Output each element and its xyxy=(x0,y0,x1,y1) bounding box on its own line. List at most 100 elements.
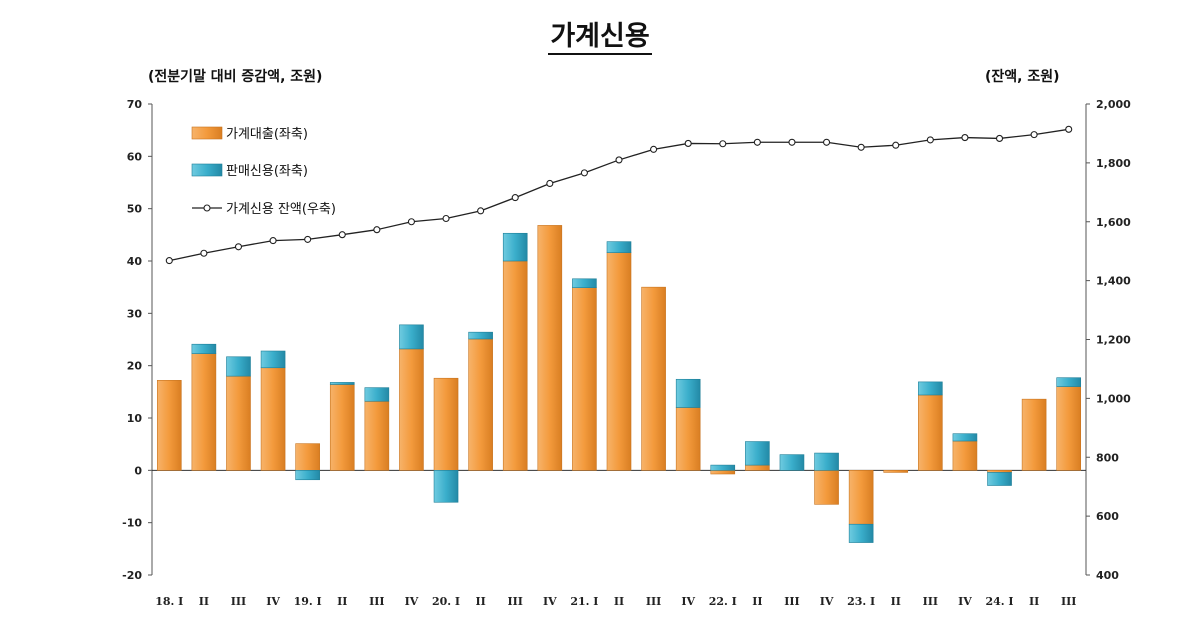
loan-bar xyxy=(745,464,770,471)
sales-credit-bar xyxy=(848,523,874,543)
x-tick-label: III xyxy=(369,595,384,608)
left-tick-label: 0 xyxy=(134,464,142,477)
balance-point xyxy=(857,143,865,151)
balance-point xyxy=(1030,131,1038,139)
x-tick-label: 20. I xyxy=(432,595,460,608)
balance-point xyxy=(892,141,900,149)
balance-point xyxy=(650,145,658,153)
balance-point xyxy=(269,237,277,245)
balance-point xyxy=(338,231,346,239)
left-tick-label: 40 xyxy=(127,255,143,268)
sales-credit-bar xyxy=(329,382,355,385)
balance-point xyxy=(580,169,588,177)
loan-bar xyxy=(156,380,182,471)
sales-credit-bar xyxy=(468,331,493,340)
x-tick-label: II xyxy=(1029,595,1039,608)
left-tick-label: 20 xyxy=(127,360,143,373)
balance-point xyxy=(407,218,415,226)
sales-credit-bar xyxy=(710,464,736,471)
x-tick-label: III xyxy=(646,595,661,608)
x-tick-label: IV xyxy=(266,595,280,608)
left-tick-label: 10 xyxy=(127,412,143,425)
balance-point xyxy=(373,226,381,234)
loan-bar xyxy=(675,407,701,471)
legend-label: 가계신용 잔액(우축) xyxy=(226,202,336,217)
sales-credit-bar xyxy=(987,472,1012,486)
x-tick-label: II xyxy=(199,595,209,608)
legend-swatch-balance-point xyxy=(203,204,211,212)
balance-line-layer xyxy=(165,125,1073,265)
loan-bar xyxy=(814,470,839,505)
balance-point xyxy=(719,140,727,148)
x-tick-label: 18. I xyxy=(155,595,183,608)
x-tick-label: IV xyxy=(681,595,695,608)
balance-point xyxy=(546,179,554,188)
right-tick-label: 1,800 xyxy=(1096,157,1131,170)
left-axis-ticks: 70 60 50 40 30 20 10 0 -10 -20 xyxy=(122,98,152,582)
left-tick-label: 30 xyxy=(127,307,143,320)
x-tick-label: 23. I xyxy=(847,595,875,608)
sales-credit-bar xyxy=(399,324,424,350)
x-tick-label: 19. I xyxy=(294,595,322,608)
balance-point xyxy=(684,139,692,147)
left-tick-label: -10 xyxy=(122,517,142,530)
x-tick-label: II xyxy=(752,595,762,608)
sales-credit-bar xyxy=(226,356,251,377)
legend-swatch-sales-credit xyxy=(191,163,223,177)
loan-bar xyxy=(433,377,459,471)
balance-point xyxy=(926,136,934,144)
balance-point xyxy=(442,214,450,223)
sales-credit-bar xyxy=(779,454,805,471)
loan-bar xyxy=(918,394,943,471)
left-tick-label: 50 xyxy=(127,203,143,216)
loan-bar xyxy=(191,353,217,471)
left-tick-label: 70 xyxy=(127,98,143,111)
x-tick-label: II xyxy=(337,595,347,608)
balance-point xyxy=(477,207,485,215)
legend-label: 판매신용(좌축) xyxy=(226,164,308,179)
balance-point xyxy=(995,134,1004,142)
x-tick-label: III xyxy=(923,595,938,608)
x-tick-label: III xyxy=(508,595,523,608)
sales-credit-bar xyxy=(814,452,839,471)
right-tick-label: 1,200 xyxy=(1096,334,1131,347)
right-tick-label: 1,000 xyxy=(1096,392,1131,405)
sales-credit-bar xyxy=(952,433,978,442)
sales-credit-bar xyxy=(918,381,943,396)
x-tick-label: 22. I xyxy=(709,595,737,608)
loan-bar xyxy=(364,400,390,471)
sales-credit-bar xyxy=(502,232,528,262)
x-axis-ticks: 18. I II III IV 19. I II III IV 20. I II III IV 21. … xyxy=(155,595,1076,608)
chart-title-text: 가계신용 xyxy=(548,21,652,55)
sales-credit-bar xyxy=(572,278,597,288)
balance-point xyxy=(615,156,623,164)
balance-point xyxy=(165,257,173,265)
chart-title: 가계신용 xyxy=(0,14,1200,55)
sales-credit-bar xyxy=(745,441,770,466)
loan-bar xyxy=(1021,398,1047,471)
left-tick-label: -20 xyxy=(122,569,142,582)
balance-point xyxy=(511,194,519,202)
loan-bar xyxy=(952,440,978,471)
sales-credit-bar xyxy=(295,470,320,481)
x-tick-label: 24. I xyxy=(985,595,1013,608)
x-tick-label: IV xyxy=(820,595,834,608)
balance-point xyxy=(304,235,312,243)
loan-bar xyxy=(399,348,424,471)
x-tick-label: IV xyxy=(543,595,557,608)
legend-label: 가계대출(좌축) xyxy=(226,127,308,142)
balance-point xyxy=(1065,125,1073,133)
balance-point xyxy=(788,138,796,146)
loan-bar xyxy=(468,338,493,471)
loan-bar xyxy=(987,470,1012,473)
left-axis-unit: (전분기말 대비 증감액, 조원) xyxy=(148,69,323,85)
loan-bar xyxy=(572,287,597,471)
right-axis-ticks: 2,000 1,800 1,600 1,400 1,200 1,000 800 600 400 xyxy=(1086,98,1131,582)
loan-bar xyxy=(537,225,563,471)
x-tick-label: IV xyxy=(958,595,972,608)
sales-credit-bar xyxy=(191,343,217,354)
sales-credit-bar xyxy=(260,350,286,369)
sales-credit-bar xyxy=(433,470,459,503)
right-tick-label: 400 xyxy=(1096,569,1119,582)
bars-layer xyxy=(156,225,1082,543)
